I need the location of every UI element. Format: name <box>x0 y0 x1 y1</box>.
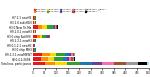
Bar <box>57 25 58 29</box>
Bar <box>33 44 34 47</box>
Legend: 2000-2008, 2001-2006, 2002-2007, 2003-2008, 2004-2009, 2005-2010, 2006-2011, 200: 2000-2008, 2001-2006, 2002-2007, 2003-20… <box>34 9 106 12</box>
Bar <box>67 57 69 61</box>
Bar <box>35 30 36 33</box>
Bar <box>54 57 63 61</box>
Bar <box>34 39 35 42</box>
Bar <box>33 35 37 38</box>
Bar <box>114 62 126 65</box>
Bar <box>42 53 50 56</box>
Bar <box>55 25 56 29</box>
Bar <box>34 16 35 20</box>
Bar <box>74 57 75 61</box>
Bar <box>42 35 46 38</box>
Bar <box>34 44 35 47</box>
Bar <box>34 48 35 52</box>
Bar <box>34 21 35 24</box>
Bar <box>54 25 55 29</box>
Bar <box>34 44 35 47</box>
Bar <box>71 57 73 61</box>
Bar <box>69 57 71 61</box>
Bar <box>65 53 69 56</box>
Bar <box>33 53 42 56</box>
Bar <box>46 35 48 38</box>
Bar <box>33 62 45 65</box>
Bar <box>63 57 67 61</box>
Bar <box>33 39 34 42</box>
Bar <box>67 62 80 65</box>
Bar <box>34 30 35 33</box>
Bar <box>147 62 148 65</box>
Bar <box>80 62 92 65</box>
Bar <box>92 62 102 65</box>
Bar <box>56 25 57 29</box>
Bar <box>40 35 42 38</box>
Bar <box>45 62 55 65</box>
Bar <box>74 53 75 56</box>
Bar <box>35 48 36 52</box>
Bar <box>71 53 73 56</box>
Bar <box>42 25 47 29</box>
Bar <box>48 57 54 61</box>
Bar <box>56 53 65 56</box>
Bar <box>55 62 67 65</box>
Bar <box>33 30 34 33</box>
Bar <box>48 35 49 38</box>
Bar <box>35 39 36 42</box>
Bar <box>69 53 71 56</box>
Bar <box>37 35 40 38</box>
Bar <box>52 25 54 29</box>
Bar <box>34 48 35 52</box>
Bar <box>33 16 34 20</box>
Bar <box>138 62 147 65</box>
Bar <box>102 62 114 65</box>
Bar <box>47 25 52 29</box>
Bar <box>73 57 74 61</box>
Bar <box>33 21 34 24</box>
Bar <box>35 16 36 20</box>
Bar <box>50 53 56 56</box>
Bar <box>49 35 50 38</box>
Bar <box>41 57 48 61</box>
Bar <box>73 53 74 56</box>
Bar <box>126 62 138 65</box>
Bar <box>35 21 36 24</box>
Bar <box>33 25 38 29</box>
Bar <box>33 57 41 61</box>
Bar <box>33 48 34 52</box>
Bar <box>38 25 42 29</box>
